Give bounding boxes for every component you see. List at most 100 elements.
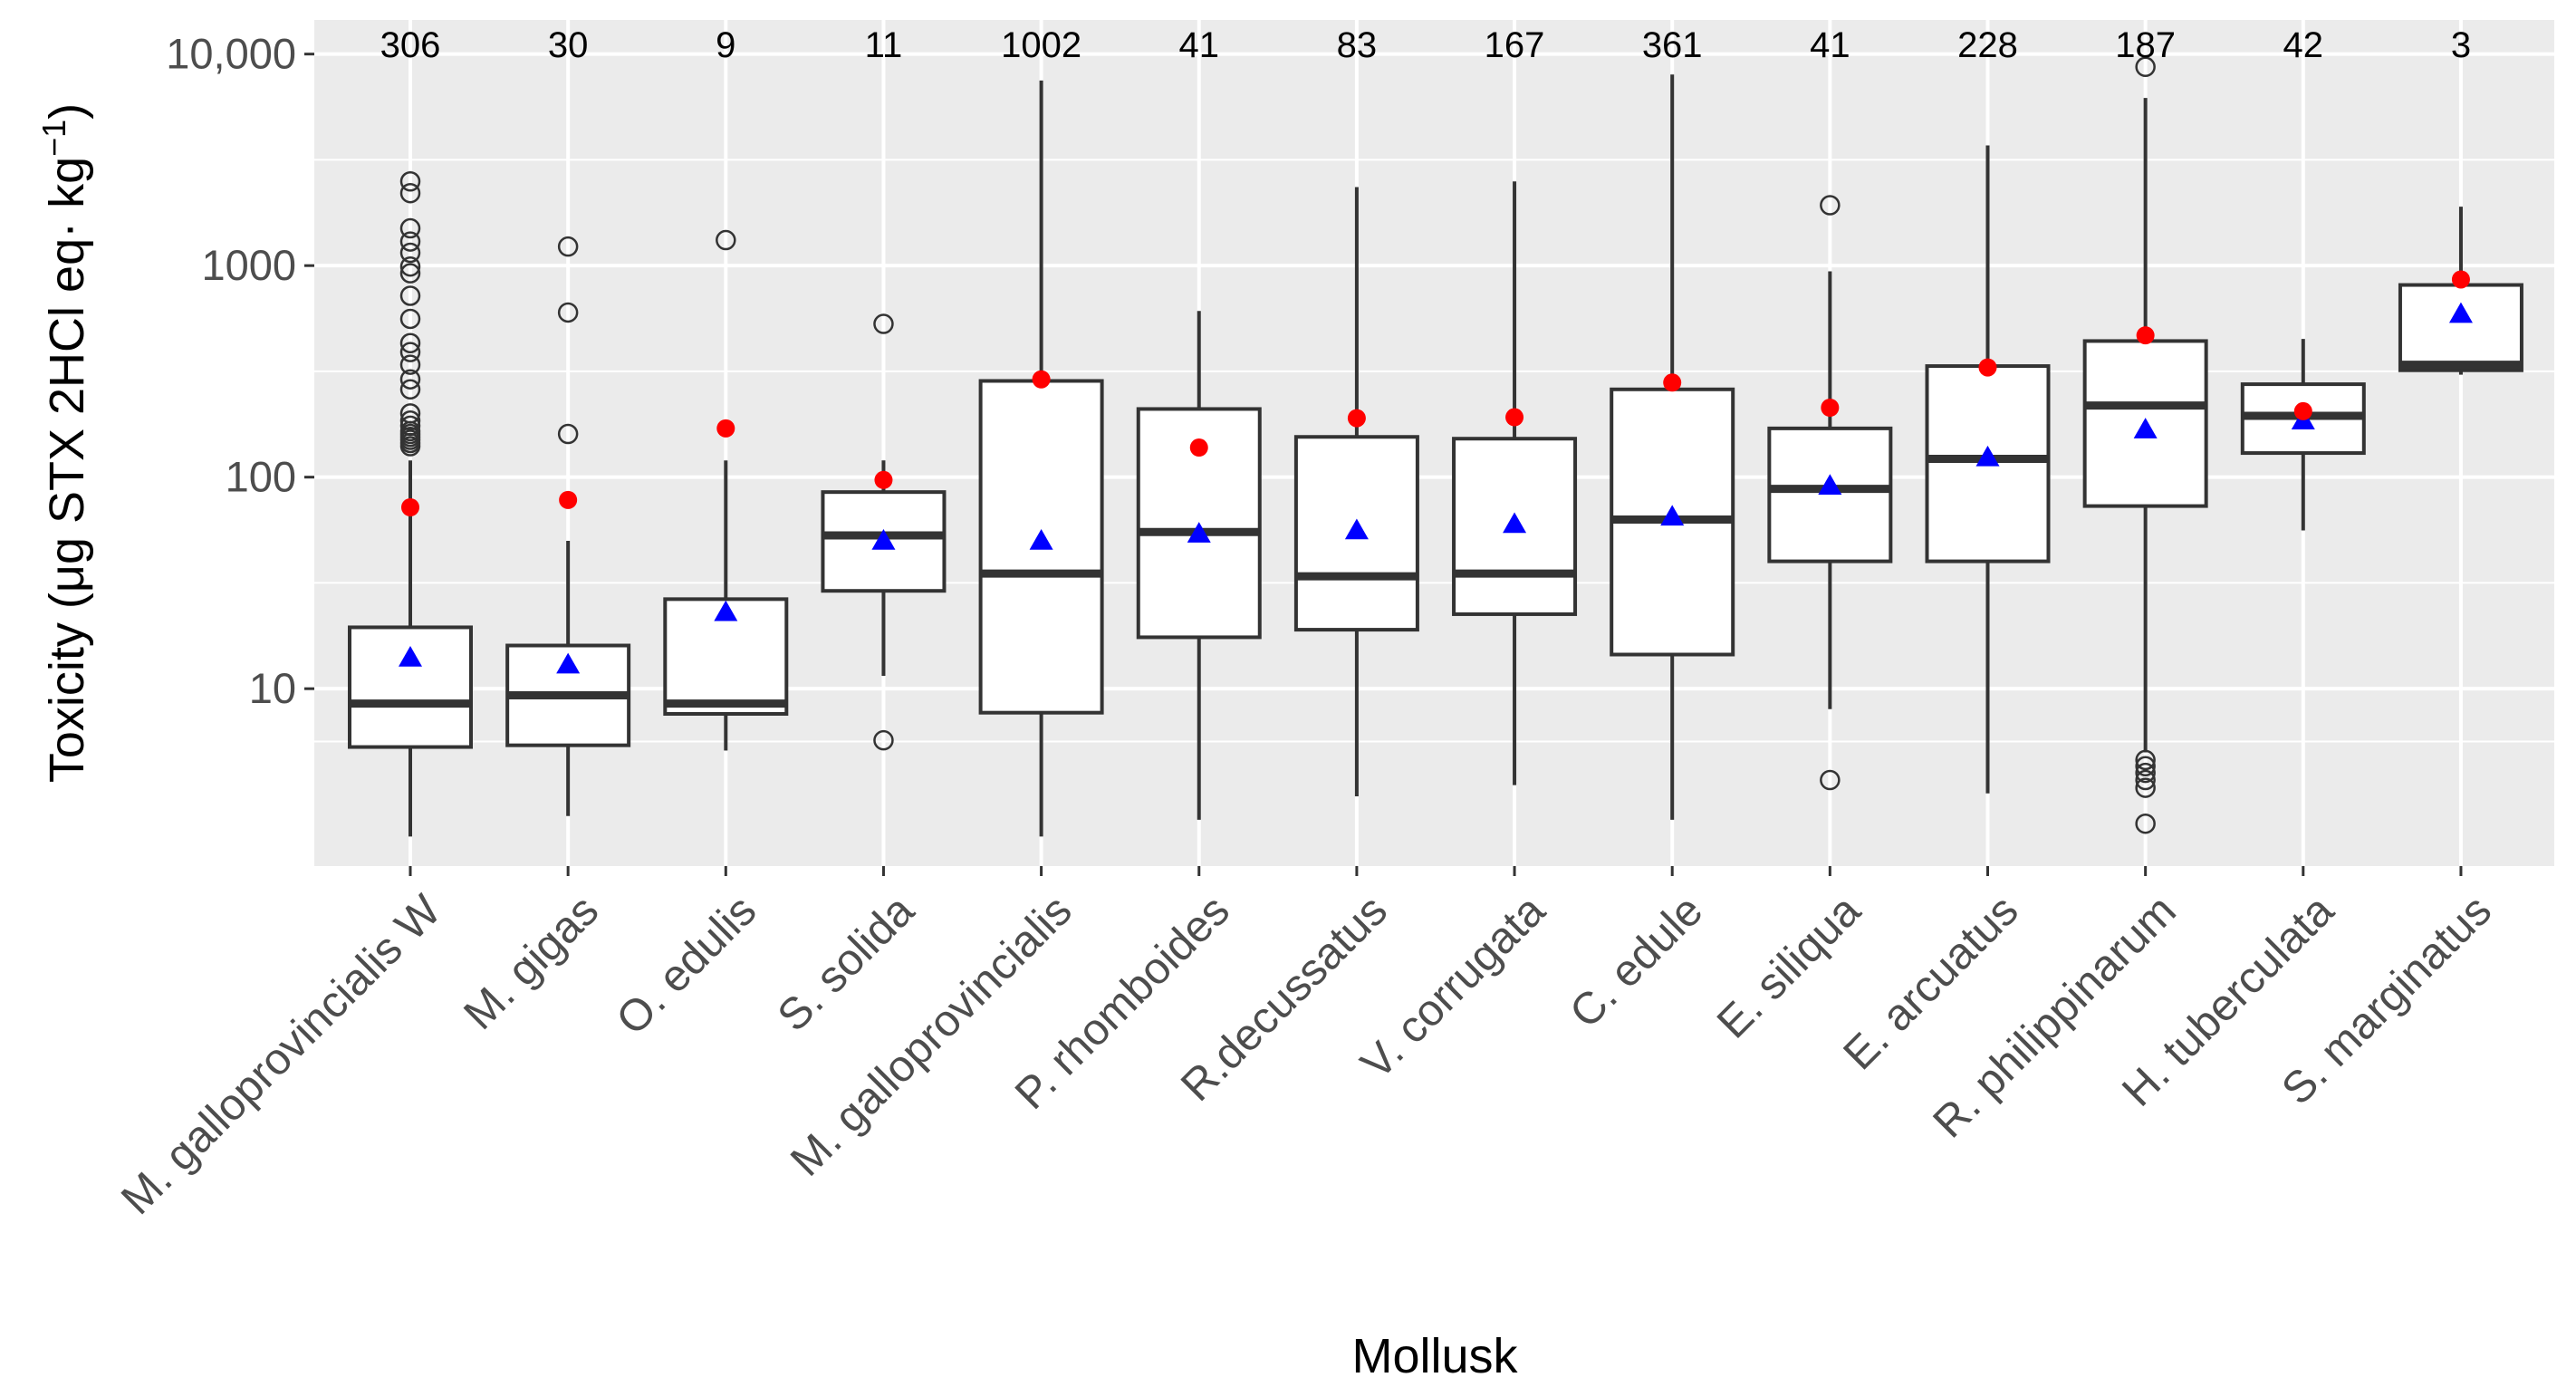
outlier-point <box>2135 777 2156 798</box>
outlier-point <box>399 255 421 277</box>
blue-triangle-marker <box>556 652 581 674</box>
blue-triangle-marker <box>1975 445 2000 467</box>
red-point-marker <box>874 470 893 489</box>
outlier-point <box>2135 56 2156 78</box>
outlier-point <box>1820 195 1841 216</box>
sample-count-label: 83 <box>1337 25 1378 65</box>
box-h-tuberculata <box>2240 339 2366 531</box>
sample-count-label: 11 <box>865 25 903 65</box>
y-axis-title-main: Toxicity (μg STX 2HCl eq· kg <box>40 157 94 783</box>
y-axis: 10 100 1000 10,000 <box>166 30 314 712</box>
blue-triangle-marker <box>871 528 896 550</box>
outlier-point <box>1820 769 1841 791</box>
outlier-point <box>399 285 421 306</box>
outlier-point <box>399 354 421 375</box>
outlier-point <box>873 729 894 751</box>
outlier-point <box>2135 749 2156 771</box>
sample-count-label: 167 <box>1485 25 1545 65</box>
sample-count-label: 1002 <box>1001 25 1081 65</box>
red-point-marker <box>1189 438 1208 458</box>
outlier-point <box>399 410 421 431</box>
sample-count-label: 306 <box>380 25 441 65</box>
red-point-marker <box>1978 358 1997 377</box>
outlier-point <box>399 379 421 400</box>
outlier-point <box>399 231 421 252</box>
x-category-label: S. solida <box>768 885 924 1041</box>
box-s-marginatus <box>2398 207 2523 375</box>
sample-count-label: 30 <box>548 25 589 65</box>
outlier-point <box>2135 756 2156 777</box>
y-axis-title-superscript: −1 <box>35 120 72 157</box>
sample-count-label: 41 <box>1810 25 1850 65</box>
outlier-point <box>2135 769 2156 791</box>
x-category-label: M. galloprovincialis W <box>112 885 451 1224</box>
x-category-label: M. galloprovincialis <box>782 886 1081 1186</box>
blue-triangle-marker <box>1503 512 1527 534</box>
red-point-marker <box>1821 399 1840 418</box>
y-tick-label: 10 <box>249 664 296 712</box>
mean-markers <box>399 270 2473 674</box>
outlier-point <box>399 403 421 424</box>
red-point-marker <box>1032 370 1051 389</box>
y-tick-label: 1000 <box>201 241 296 289</box>
outlier-point <box>399 263 421 284</box>
outlier-point <box>399 415 421 437</box>
x-category-label: O. edulis <box>607 886 765 1045</box>
red-point-marker <box>2293 401 2312 420</box>
y-tick-label: 10,000 <box>166 30 296 78</box>
sample-count-labels: 306 30 9 11 1002 41 83 167 361 41 228 187 42 3 <box>380 25 2471 65</box>
y-axis-title: Toxicity (μg STX 2HCl eq· kg−1) <box>35 103 94 783</box>
outlier-point <box>2135 762 2156 784</box>
sample-count-label: 3 <box>2451 25 2471 65</box>
outlier-point <box>399 332 421 354</box>
blue-triangle-marker <box>399 646 422 667</box>
blue-triangle-marker <box>1660 505 1685 526</box>
x-axis: M. galloprovincialis W M. gigas O. edulis S… <box>112 866 2501 1224</box>
y-axis-title-close: ) <box>40 103 94 120</box>
iqr-box <box>348 625 473 749</box>
x-axis-title: Mollusk <box>1351 1329 1518 1383</box>
x-category-label: M. gigas <box>455 886 608 1039</box>
red-point-marker <box>401 497 419 516</box>
red-point-marker <box>1663 373 1682 392</box>
box-v-corrugata <box>1452 181 1578 785</box>
outlier-point <box>399 308 421 330</box>
outlier-point <box>716 229 736 251</box>
outlier-point <box>557 302 579 323</box>
iqr-box <box>1767 426 1893 563</box>
blue-triangle-marker <box>714 600 738 621</box>
iqr-box <box>2398 283 2523 372</box>
x-category-label: C. edule <box>1561 886 1712 1037</box>
red-point-marker <box>2136 326 2155 345</box>
blue-triangle-marker <box>1344 518 1369 540</box>
outlier-point <box>399 369 421 390</box>
blue-triangle-marker <box>2448 302 2473 323</box>
x-category-label: E. siliqua <box>1708 885 1870 1047</box>
blue-triangle-marker <box>1818 474 1842 495</box>
sample-count-label: 361 <box>1642 25 1703 65</box>
y-tick-label: 100 <box>226 453 296 501</box>
outlier-point <box>399 342 421 362</box>
sample-count-label: 187 <box>2115 25 2176 65</box>
plot-panel <box>314 20 2554 866</box>
blue-triangle-marker <box>1187 522 1211 543</box>
red-point-marker <box>1347 409 1366 428</box>
outlier-point <box>557 236 579 257</box>
sample-count-label: 42 <box>2283 25 2324 65</box>
outlier-point <box>399 242 421 264</box>
sample-count-label: 41 <box>1179 25 1220 65</box>
outlier-point <box>399 182 421 204</box>
outlier-point <box>2135 813 2156 834</box>
red-point-marker <box>2451 270 2470 289</box>
box-r-philippinarum <box>2082 56 2208 834</box>
outlier-point <box>399 171 421 192</box>
outlier-point <box>399 217 421 239</box>
blue-triangle-marker <box>2133 418 2158 438</box>
box-e-siliqua <box>1767 195 1893 791</box>
red-point-marker <box>559 490 578 509</box>
outlier-point <box>557 423 579 445</box>
outlier-point <box>873 313 894 334</box>
red-point-marker <box>1505 408 1524 427</box>
